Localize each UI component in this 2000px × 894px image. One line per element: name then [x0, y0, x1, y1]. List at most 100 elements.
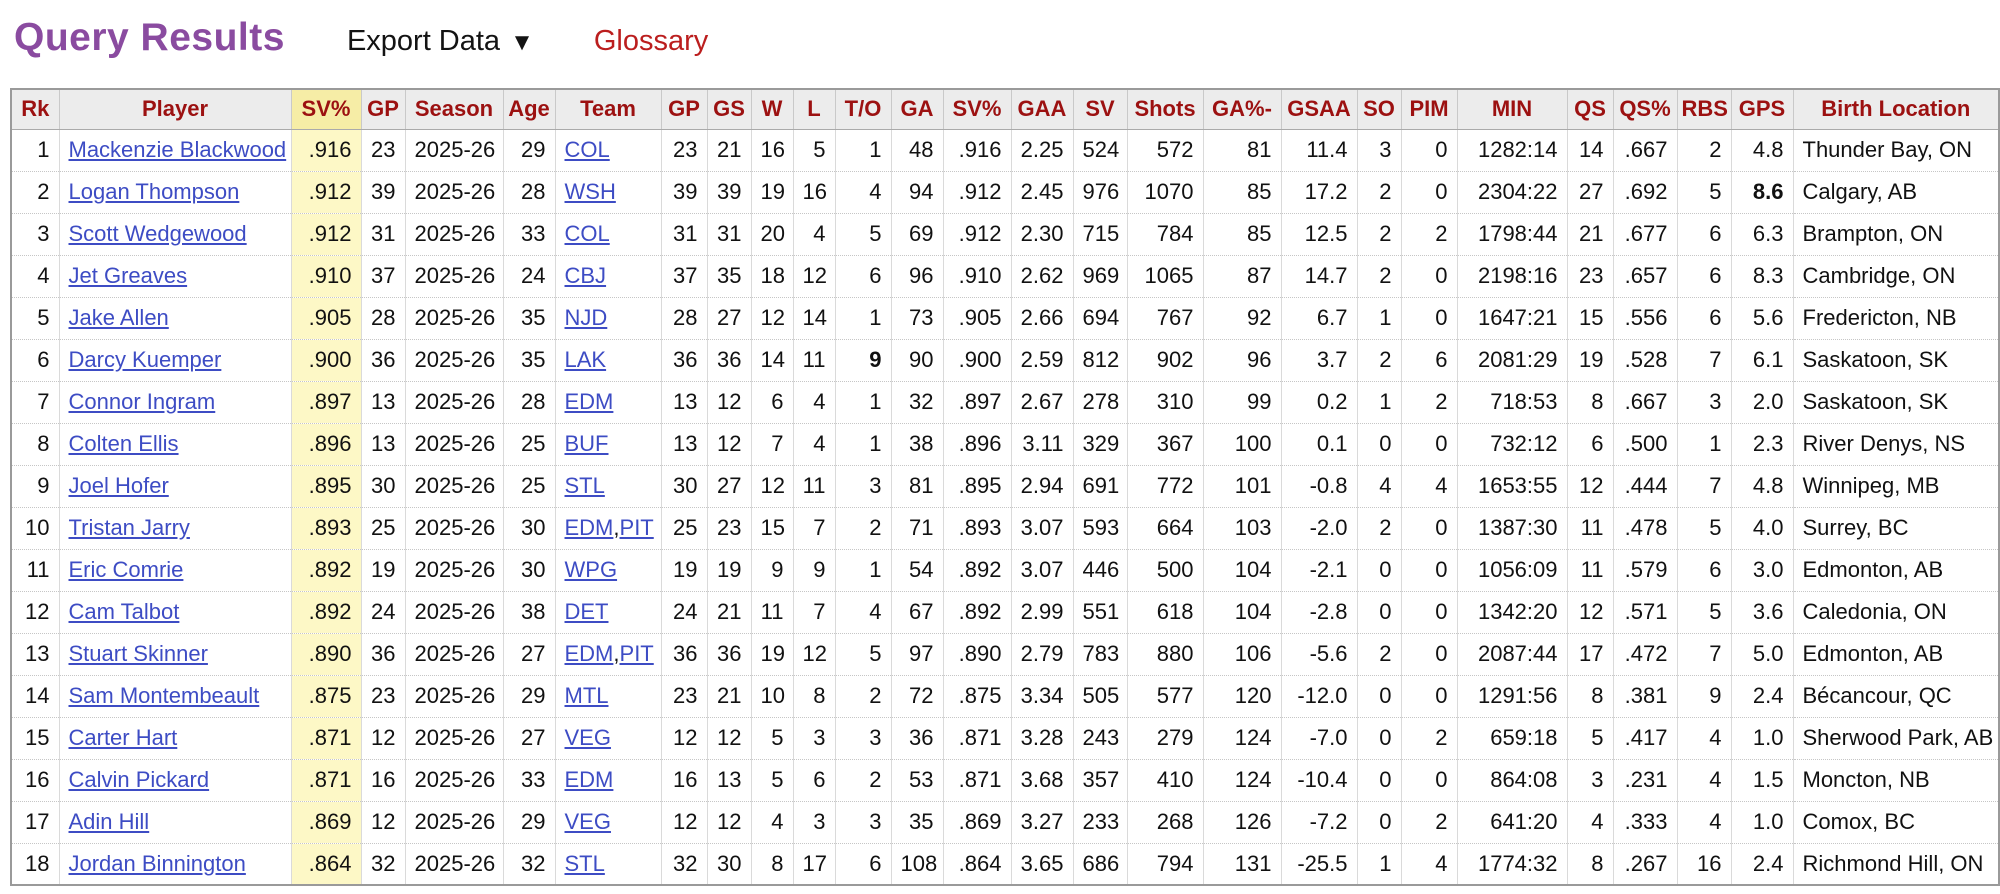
- table-row: 10 Tristan Jarry .893 25 2025-26 30 EDM,PIT 25 2…: [11, 506, 1999, 549]
- team-link[interactable]: DET: [564, 599, 609, 624]
- player-link[interactable]: Scott Wedgewood: [68, 221, 247, 246]
- cell-gaa: 3.34: [1010, 674, 1073, 717]
- team-link[interactable]: EDM: [564, 767, 614, 792]
- team-link[interactable]: LAK: [564, 347, 607, 372]
- cell-l: 4: [792, 212, 835, 255]
- cell-sv_pct: .871: [942, 716, 1011, 759]
- cell-w: 12: [750, 464, 793, 507]
- team-link[interactable]: STL: [564, 473, 605, 498]
- player-link[interactable]: Stuart Skinner: [68, 641, 208, 666]
- cell-so: 0: [1356, 590, 1401, 633]
- cell-min: 1647:21: [1456, 296, 1567, 339]
- col-header-gp[interactable]: GP: [660, 89, 707, 130]
- team-link[interactable]: STL: [564, 850, 605, 876]
- player-link[interactable]: Colten Ellis: [68, 431, 179, 456]
- col-header-ga[interactable]: GA: [890, 89, 943, 130]
- player-link[interactable]: Cam Talbot: [68, 599, 180, 624]
- cell-team: NJD: [554, 296, 661, 339]
- col-header-rbs[interactable]: RBS: [1676, 89, 1731, 130]
- team-link[interactable]: EDM: [564, 641, 614, 666]
- col-header-gsaa[interactable]: GSAA: [1280, 89, 1357, 130]
- col-header-gaa[interactable]: GAA: [1010, 89, 1073, 130]
- cell-player: Colten Ellis: [58, 422, 291, 465]
- cell-qs_pct: .231: [1612, 758, 1677, 801]
- cell-age: 29: [502, 800, 555, 843]
- team-link[interactable]: EDM: [564, 515, 614, 540]
- player-link[interactable]: Mackenzie Blackwood: [68, 137, 287, 162]
- cell-ga_minus: 104: [1202, 590, 1281, 633]
- cell-pim: 0: [1400, 422, 1457, 465]
- player-link[interactable]: Eric Comrie: [68, 557, 184, 582]
- col-header-qs[interactable]: QS: [1566, 89, 1613, 130]
- col-header-l[interactable]: L: [792, 89, 835, 130]
- cell-to: 1: [834, 548, 891, 591]
- cell-player: Logan Thompson: [58, 170, 291, 213]
- cell-player: Calvin Pickard: [58, 758, 291, 801]
- player-link[interactable]: Sam Montembeault: [68, 683, 260, 708]
- player-link[interactable]: Jordan Binnington: [68, 850, 246, 876]
- team-link[interactable]: WPG: [564, 557, 618, 582]
- player-link[interactable]: Logan Thompson: [68, 179, 240, 204]
- cell-gs: 12: [706, 380, 751, 423]
- query-results-table: Rk Player SV% GP Season Age Team GP GS W L T/O GA SV%…: [10, 88, 2000, 886]
- cell-sv_pct: .864: [942, 842, 1011, 885]
- glossary-link[interactable]: Glossary: [593, 25, 709, 57]
- col-header-team[interactable]: Team: [554, 89, 661, 130]
- cell-gps: 8.6: [1730, 170, 1793, 213]
- cell-gaa: 2.62: [1010, 254, 1073, 297]
- cell-shots: 880: [1126, 632, 1203, 675]
- player-link[interactable]: Joel Hofer: [68, 473, 169, 498]
- col-header-gs[interactable]: GS: [706, 89, 751, 130]
- col-header-ga_minus[interactable]: GA%-: [1202, 89, 1281, 130]
- team-link[interactable]: NJD: [564, 305, 608, 330]
- cell-rbs: 3: [1676, 380, 1731, 423]
- cell-season: 2025-26: [404, 380, 503, 423]
- cell-qs: 4: [1566, 800, 1613, 843]
- col-header-gps[interactable]: GPS: [1730, 89, 1793, 130]
- player-link[interactable]: Darcy Kuemper: [68, 347, 222, 372]
- team-link[interactable]: VEG: [564, 809, 611, 834]
- team-link[interactable]: PIT: [619, 515, 654, 540]
- col-header-player[interactable]: Player: [58, 89, 291, 130]
- player-link[interactable]: Carter Hart: [68, 725, 178, 750]
- col-header-age[interactable]: Age: [502, 89, 555, 130]
- col-header-to[interactable]: T/O: [834, 89, 891, 130]
- cell-ga_minus: 120: [1202, 674, 1281, 717]
- col-header-w[interactable]: W: [750, 89, 793, 130]
- col-header-sv[interactable]: SV: [1072, 89, 1127, 130]
- team-link[interactable]: COL: [564, 221, 610, 246]
- cell-min: 1342:20: [1456, 590, 1567, 633]
- cell-gp_season: 24: [360, 590, 405, 633]
- team-link[interactable]: BUF: [564, 431, 609, 456]
- col-header-birth[interactable]: Birth Location: [1792, 89, 1999, 130]
- col-header-shots[interactable]: Shots: [1126, 89, 1203, 130]
- team-link[interactable]: WSH: [564, 179, 616, 204]
- col-header-qs_pct[interactable]: QS%: [1612, 89, 1677, 130]
- export-data-button[interactable]: Export Data ▼: [347, 25, 534, 58]
- col-header-min[interactable]: MIN: [1456, 89, 1567, 130]
- team-link[interactable]: PIT: [619, 641, 654, 666]
- cell-birth: Cambridge, ON: [1792, 254, 1999, 297]
- col-header-season[interactable]: Season: [404, 89, 503, 130]
- col-header-gp_season[interactable]: GP: [360, 89, 405, 130]
- team-link[interactable]: VEG: [564, 725, 611, 750]
- col-header-pim[interactable]: PIM: [1400, 89, 1457, 130]
- col-header-so[interactable]: SO: [1356, 89, 1401, 130]
- player-link[interactable]: Connor Ingram: [68, 389, 216, 414]
- col-header-sv_pct[interactable]: SV%: [942, 89, 1011, 130]
- team-link[interactable]: CBJ: [564, 263, 607, 288]
- team-link[interactable]: COL: [564, 137, 610, 162]
- team-link[interactable]: MTL: [564, 683, 609, 708]
- col-header-sv_sort[interactable]: SV%: [290, 89, 361, 130]
- cell-rbs: 5: [1676, 506, 1731, 549]
- player-link[interactable]: Tristan Jarry: [68, 515, 190, 540]
- cell-team: EDM,PIT: [554, 632, 661, 675]
- player-link[interactable]: Jet Greaves: [68, 263, 188, 288]
- player-link[interactable]: Calvin Pickard: [68, 767, 210, 792]
- cell-rk: 11: [11, 548, 59, 591]
- team-link[interactable]: EDM: [564, 389, 614, 414]
- col-header-rk[interactable]: Rk: [11, 89, 59, 130]
- player-link[interactable]: Jake Allen: [68, 305, 169, 330]
- player-link[interactable]: Adin Hill: [68, 809, 150, 834]
- cell-team: VEG: [554, 716, 661, 759]
